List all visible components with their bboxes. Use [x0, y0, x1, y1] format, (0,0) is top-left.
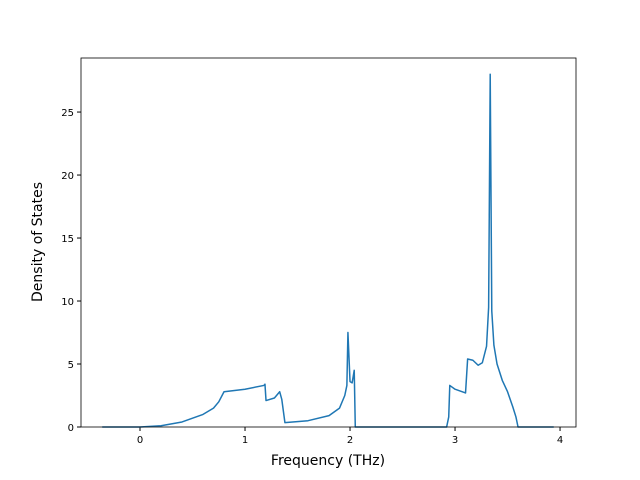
- y-tick-label: 15: [61, 234, 74, 245]
- data-line: [102, 73, 554, 428]
- x-tick-label: 3: [452, 435, 458, 446]
- y-tick-label: 5: [68, 360, 74, 371]
- x-axis-label: Frequency (THz): [271, 453, 385, 469]
- x-tick-label: 4: [557, 435, 563, 446]
- y-axis-label: Density of States: [30, 182, 46, 302]
- x-tick-label: 2: [347, 435, 353, 446]
- y-tick-label: 10: [61, 297, 74, 308]
- y-tick-label: 20: [61, 171, 74, 182]
- x-tick-label: 0: [137, 435, 143, 446]
- y-tick-label: 25: [61, 108, 74, 119]
- x-tick-label: 1: [242, 435, 248, 446]
- plot-frame: [80, 57, 577, 428]
- y-tick-label: 0: [68, 423, 74, 434]
